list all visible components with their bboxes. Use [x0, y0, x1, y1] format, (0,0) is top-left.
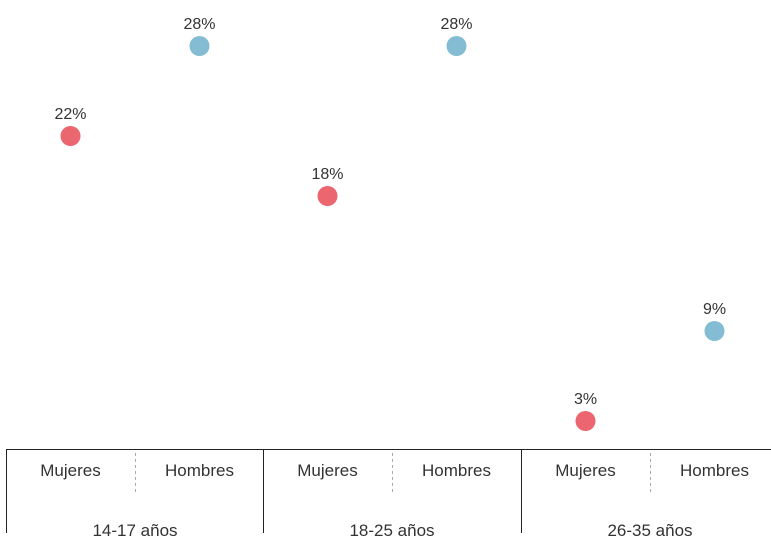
data-point-hombres — [189, 36, 210, 56]
category-label-hombres: Hombres — [422, 461, 491, 480]
group-label: 14-17 años — [92, 521, 177, 538]
data-label: 22% — [54, 106, 86, 123]
data-point-mujeres — [575, 411, 596, 431]
data-label: 18% — [311, 166, 343, 183]
category-label-mujeres: Mujeres — [40, 461, 100, 480]
data-label: 9% — [703, 301, 726, 318]
category-label-mujeres: Mujeres — [297, 461, 357, 480]
group-label: 18-25 años — [349, 521, 434, 538]
category-label-mujeres: Mujeres — [555, 461, 615, 480]
data-label: 28% — [440, 16, 472, 33]
group-label: 26-35 años — [607, 521, 692, 538]
plot-area: 22% 28% 18% 28% 3% 9% — [54, 16, 726, 431]
data-label: 28% — [183, 16, 215, 33]
category-label-hombres: Hombres — [680, 461, 749, 480]
category-axis: Mujeres Hombres 14-17 años Mujeres Hombres 18… — [6, 449, 771, 538]
data-label: 3% — [574, 391, 597, 408]
data-point-mujeres — [60, 126, 81, 146]
data-point-hombres — [446, 36, 467, 56]
data-point-hombres — [704, 321, 725, 341]
data-point-mujeres — [317, 186, 338, 206]
category-label-hombres: Hombres — [165, 461, 234, 480]
